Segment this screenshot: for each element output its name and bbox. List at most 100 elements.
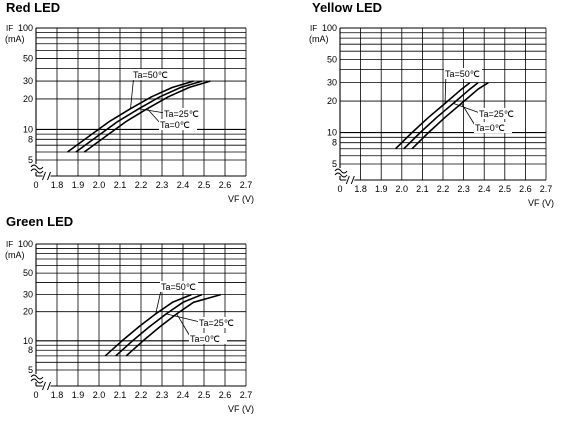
x-tick-label: 2.2: [135, 180, 148, 190]
annotation-bg: [132, 69, 170, 80]
x-tick-label: 2.7: [540, 184, 553, 194]
x-tick-label: 2.0: [396, 184, 409, 194]
y-tick-label: 5: [28, 155, 33, 165]
x-tick-label: 1.8: [51, 390, 64, 400]
series-annotation: Ta=25℃: [199, 318, 234, 328]
x-tick-label: 0: [33, 390, 38, 400]
y-tick-label: 5: [332, 159, 337, 169]
y-tick-label: 50: [327, 54, 337, 64]
series-annotation: Ta=50℃: [161, 282, 196, 292]
y-tick-label: 20: [23, 307, 33, 317]
x-tick-label: 1.9: [72, 180, 85, 190]
y-tick-label: 10: [23, 336, 33, 346]
series-line: [75, 80, 203, 153]
y-axis-unit: (mA): [309, 34, 329, 44]
y-tick-label: 30: [23, 76, 33, 86]
chart-panel-red: Red LED 100 50 30 20 10 8 5 IF (mA) 0 1.8 1.9 2.0 2.1…: [0, 0, 280, 210]
x-tick-label: 1.8: [354, 184, 367, 194]
y-tick-label: 30: [23, 290, 33, 300]
x-tick-label: 1.9: [375, 184, 388, 194]
axis-break-mask: [42, 382, 51, 390]
axis-break-mark: [334, 168, 348, 174]
chart-title: Red LED: [6, 0, 61, 15]
annotation-bg: [444, 68, 482, 79]
annotation-bg: [478, 108, 516, 119]
x-tick-label: 2.7: [240, 390, 253, 400]
x-tick-label: 2.2: [135, 390, 148, 400]
x-tick-label: 2.0: [93, 180, 106, 190]
x-axis-label: VF (V): [228, 404, 254, 414]
y-tick-label: 10: [23, 124, 33, 134]
annotation-bg: [198, 317, 236, 328]
y-tick-label: 30: [327, 78, 337, 88]
annotation-leader: [166, 313, 201, 323]
y-axis-symbol: IF: [6, 240, 13, 249]
x-tick-label: 2.5: [198, 180, 211, 190]
x-tick-label: 2.4: [177, 390, 190, 400]
x-tick-label: 2.0: [93, 390, 106, 400]
y-tick-label: 20: [23, 94, 33, 104]
y-axis-unit: (mA): [5, 250, 25, 260]
y-tick-label: 50: [23, 54, 33, 64]
series-annotation: Ta=50℃: [133, 70, 168, 80]
x-tick-label: 2.1: [416, 184, 429, 194]
x-tick-label: 2.6: [519, 184, 532, 194]
x-tick-label: 2.3: [156, 180, 169, 190]
y-tick-label: 8: [28, 345, 33, 355]
chart-panel-yellow: Yellow LED 100 50 30 20 10 8 5 IF (mA) 0 1.8 1.9 2.0…: [274, 0, 574, 210]
x-tick-label: 2.7: [240, 180, 253, 190]
x-tick-label: 2.3: [156, 390, 169, 400]
x-tick-label: 2.5: [198, 390, 211, 400]
y-axis-symbol: IF: [6, 24, 13, 33]
y-axis-unit: (mA): [5, 34, 25, 44]
annotation-bg: [160, 281, 198, 292]
y-tick-label: 5: [28, 365, 33, 375]
x-tick-label: 0: [337, 184, 342, 194]
x-tick-label: 2.1: [114, 180, 127, 190]
series-annotation: Ta=25℃: [479, 109, 514, 119]
series-annotation: Ta=25℃: [164, 109, 199, 119]
annotation-leader: [461, 103, 477, 128]
series-annotation: Ta=50℃: [445, 69, 480, 79]
series-annotation: Ta=0℃: [475, 123, 505, 133]
x-tick-label: 1.9: [72, 390, 85, 400]
axis-break-mask: [336, 168, 344, 176]
x-tick-label: 2.3: [457, 184, 470, 194]
x-tick-label: 2.6: [219, 390, 232, 400]
x-tick-label: 2.4: [478, 184, 491, 194]
axis-break-mark: [345, 175, 355, 185]
series-line: [403, 82, 479, 150]
x-tick-label: 1.8: [51, 180, 64, 190]
series-line: [125, 293, 222, 357]
annotation-bg: [163, 108, 201, 119]
axis-break-mark: [42, 171, 51, 181]
annotation-bg: [189, 333, 227, 344]
chart-panel-green: Green LED 100 50 30 20 10 8 5 IF (mA) 0 1.8 1.9 2.0 2…: [0, 212, 280, 422]
y-tick-label: 10: [327, 128, 337, 138]
x-axis-label: VF (V): [528, 198, 554, 208]
x-tick-label: 2.6: [219, 180, 232, 190]
series-annotation: Ta=0℃: [160, 120, 190, 130]
axis-break-mark: [30, 378, 44, 384]
chart-svg: 100 50 30 20 108 5 IF(mA) 0 1.8 1.9 2.0 2.1 2.2 2.3 2.…: [5, 23, 254, 204]
axis-break-mask: [32, 164, 40, 172]
x-tick-label: 2.2: [437, 184, 450, 194]
chart-svg: 100 50 30 20 108 5 IF(mA) 0 1.8 1.9 2.0 2.1 2.2 2.3 2.…: [309, 23, 554, 208]
annotation-leader: [138, 108, 166, 114]
annotation-leader: [176, 313, 192, 339]
axis-break-mark: [30, 164, 44, 170]
axis-break-mask: [42, 172, 51, 180]
y-tick-label: 8: [28, 134, 33, 144]
axis-break-mask: [346, 176, 355, 184]
y-tick-label: 8: [332, 138, 337, 148]
axis-break-mask: [32, 374, 40, 382]
axis-break-mark: [30, 168, 44, 174]
y-tick-label: 20: [327, 96, 337, 106]
axis-break-mark: [334, 172, 348, 178]
series-line: [104, 293, 192, 357]
series-line: [83, 80, 211, 153]
x-tick-label: 2.1: [114, 390, 127, 400]
x-axis-label: VF (V): [228, 194, 254, 204]
annotation-bg: [159, 119, 197, 130]
chart-svg: 100 50 30 20 108 5 IF(mA) 0 1.8 1.9 2.0 2.1 2.2 2.3 2.…: [5, 239, 254, 414]
